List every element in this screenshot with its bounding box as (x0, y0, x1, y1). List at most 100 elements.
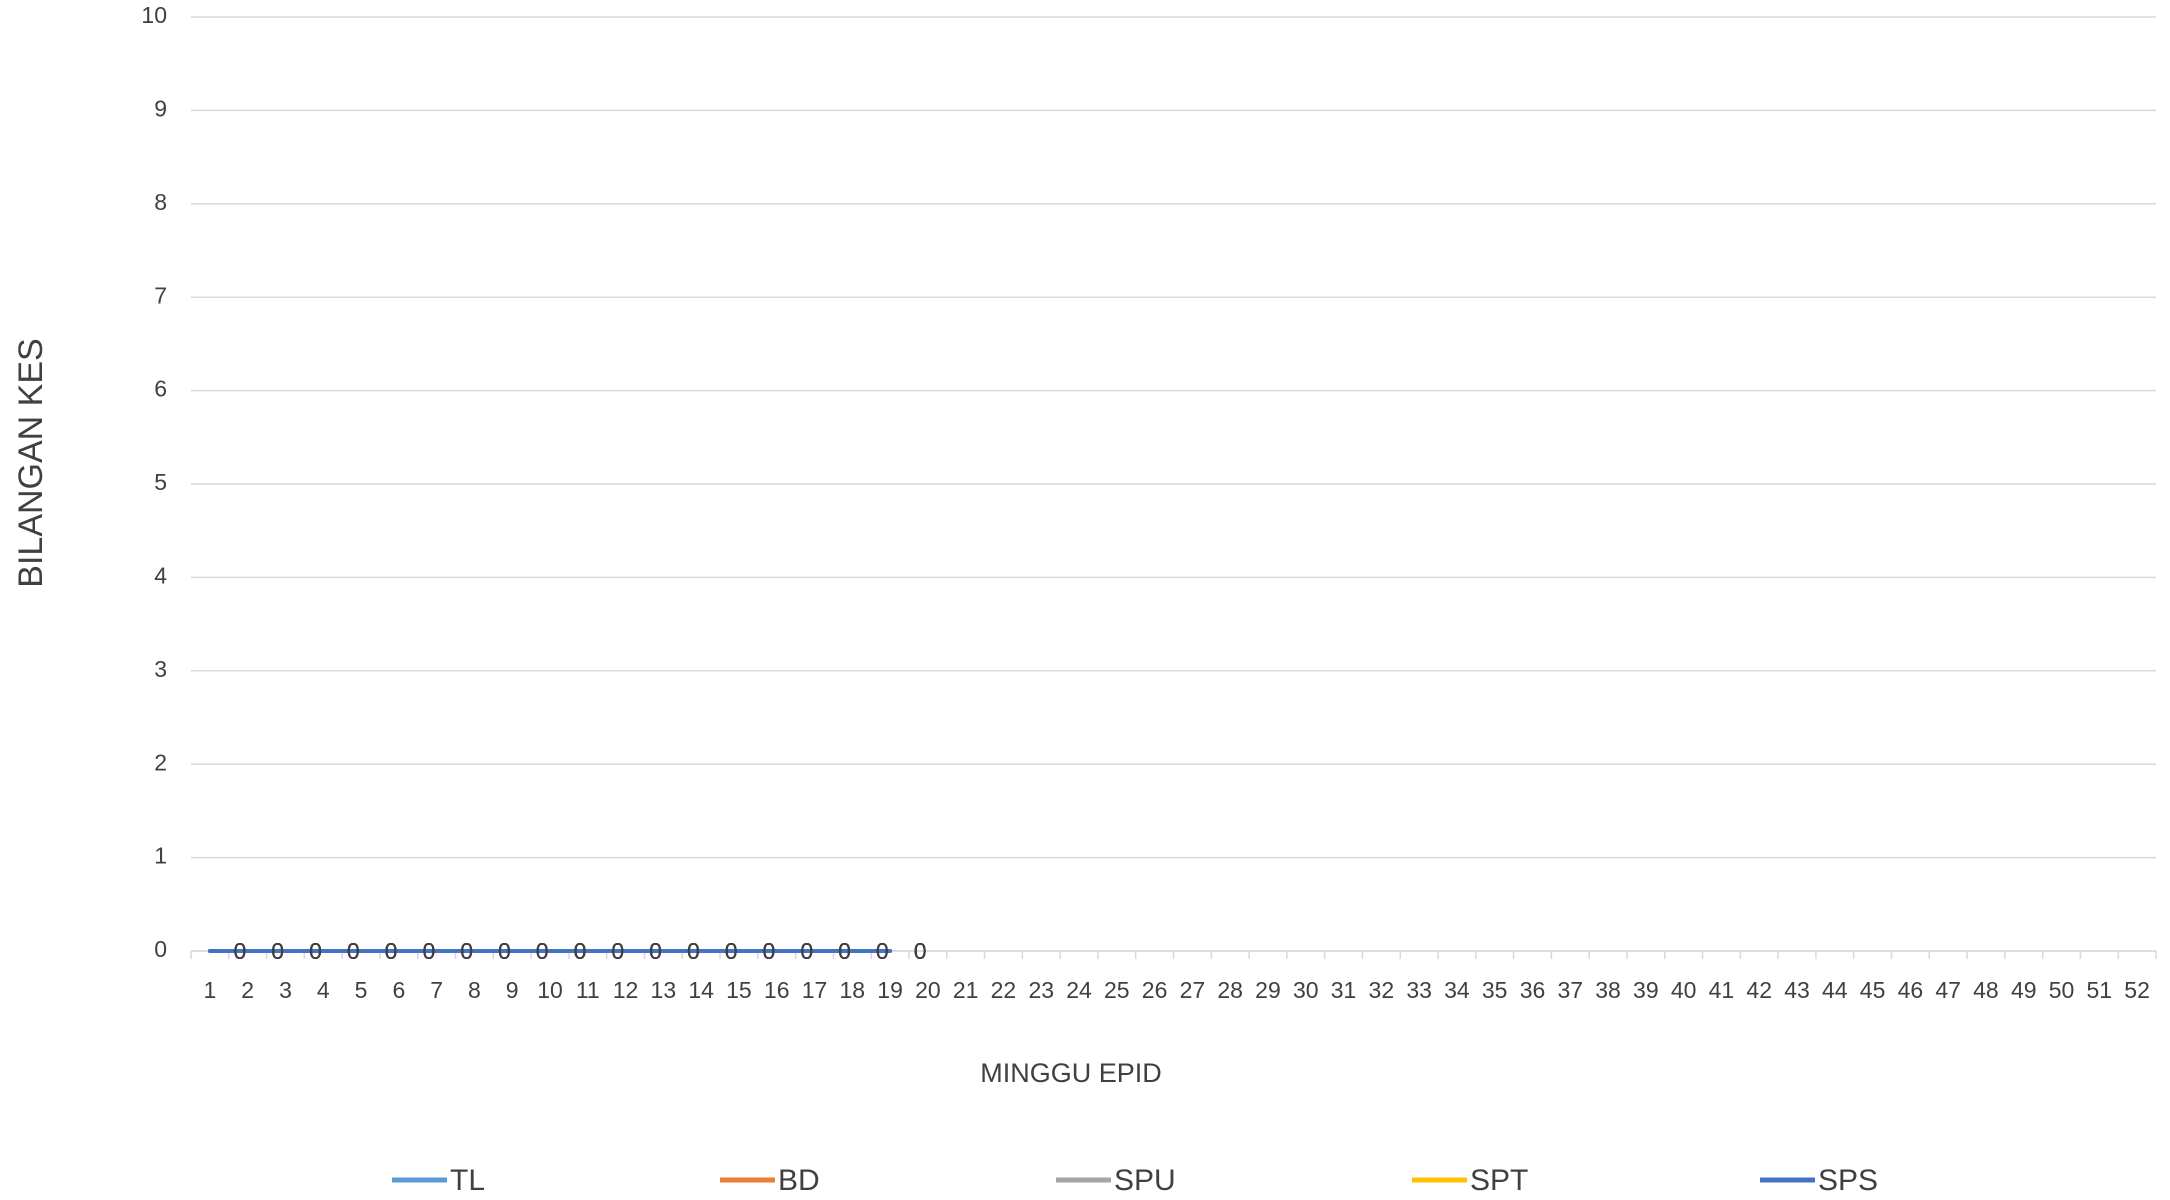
x-tick-label: 18 (840, 977, 866, 1003)
x-tick-label: 52 (2124, 977, 2150, 1003)
x-tick-label: 25 (1104, 977, 1130, 1003)
data-label: 0 (536, 938, 549, 964)
data-label: 0 (914, 938, 927, 964)
legend-label: SPT (1470, 1164, 1528, 1197)
data-label: 0 (649, 938, 662, 964)
data-label: 0 (422, 938, 435, 964)
data-label: 0 (536, 938, 549, 964)
x-tick-label: 35 (1482, 977, 1508, 1003)
x-tick-label: 42 (1746, 977, 1772, 1003)
data-label: 0 (574, 938, 587, 964)
data-label: 0 (649, 938, 662, 964)
data-label: 0 (574, 938, 587, 964)
x-tick-label: 50 (2049, 977, 2075, 1003)
data-label: 0 (309, 938, 322, 964)
x-tick-label: 22 (991, 977, 1017, 1003)
data-label: 0 (687, 938, 700, 964)
y-tick-label: 1 (154, 843, 167, 869)
x-tick-label: 4 (317, 977, 330, 1003)
x-tick-label: 15 (726, 977, 752, 1003)
data-label: 0 (876, 938, 889, 964)
data-label: 0 (763, 938, 776, 964)
data-label: 0 (422, 938, 435, 964)
data-label: 0 (498, 938, 511, 964)
data-label: 0 (914, 938, 927, 964)
data-label: 0 (838, 938, 851, 964)
data-label: 0 (347, 938, 360, 964)
data-label: 0 (800, 938, 813, 964)
data-label: 0 (649, 938, 662, 964)
data-label: 0 (687, 938, 700, 964)
x-tick-label: 45 (1860, 977, 1886, 1003)
data-label: 0 (800, 938, 813, 964)
data-label: 0 (271, 938, 284, 964)
x-tick-label: 9 (506, 977, 519, 1003)
x-tick-label: 1 (203, 977, 216, 1003)
data-label: 0 (725, 938, 738, 964)
x-tick-label: 51 (2087, 977, 2113, 1003)
data-label: 0 (687, 938, 700, 964)
data-label: 0 (914, 938, 927, 964)
x-tick-label: 24 (1066, 977, 1092, 1003)
x-tick-label: 29 (1255, 977, 1281, 1003)
data-label: 0 (309, 938, 322, 964)
data-label: 0 (422, 938, 435, 964)
legend-label: TL (450, 1164, 485, 1197)
x-tick-label: 31 (1331, 977, 1357, 1003)
data-label: 0 (876, 938, 889, 964)
x-tick-label: 36 (1520, 977, 1546, 1003)
x-tick-label: 48 (1973, 977, 1999, 1003)
x-tick-label: 13 (651, 977, 677, 1003)
x-tick-label: 46 (1898, 977, 1924, 1003)
data-label: 0 (838, 938, 851, 964)
data-label: 0 (309, 938, 322, 964)
data-label: 0 (271, 938, 284, 964)
data-label: 0 (574, 938, 587, 964)
data-label: 0 (611, 938, 624, 964)
data-label: 0 (385, 938, 398, 964)
data-label: 0 (460, 938, 473, 964)
data-label: 0 (800, 938, 813, 964)
x-tick-label: 23 (1028, 977, 1054, 1003)
data-label: 0 (763, 938, 776, 964)
x-tick-label: 8 (468, 977, 481, 1003)
data-label: 0 (838, 938, 851, 964)
legend-label: BD (778, 1164, 820, 1197)
data-label: 0 (876, 938, 889, 964)
x-tick-label: 7 (430, 977, 443, 1003)
x-axis-title: MINGGU EPID (980, 1058, 1162, 1088)
data-label: 0 (687, 938, 700, 964)
data-label: 0 (611, 938, 624, 964)
data-label: 0 (422, 938, 435, 964)
data-label: 0 (347, 938, 360, 964)
y-tick-label: 7 (154, 282, 167, 308)
data-label: 0 (876, 938, 889, 964)
y-tick-label: 0 (154, 936, 167, 962)
legend-label: SPU (1114, 1164, 1176, 1197)
data-label: 0 (725, 938, 738, 964)
y-tick-label: 6 (154, 376, 167, 402)
x-tick-label: 26 (1142, 977, 1168, 1003)
data-label: 0 (233, 938, 246, 964)
x-tick-label: 32 (1369, 977, 1395, 1003)
x-tick-label: 39 (1633, 977, 1659, 1003)
x-tick-label: 33 (1406, 977, 1432, 1003)
data-label: 0 (309, 938, 322, 964)
data-label: 0 (385, 938, 398, 964)
data-label: 0 (498, 938, 511, 964)
x-tick-label: 44 (1822, 977, 1848, 1003)
data-label: 0 (347, 938, 360, 964)
x-tick-label: 27 (1180, 977, 1206, 1003)
x-tick-label: 49 (2011, 977, 2037, 1003)
x-tick-label: 19 (877, 977, 903, 1003)
x-tick-label: 14 (688, 977, 714, 1003)
data-label: 0 (876, 938, 889, 964)
data-label: 0 (536, 938, 549, 964)
data-label: 0 (838, 938, 851, 964)
data-label: 0 (233, 938, 246, 964)
data-label: 0 (574, 938, 587, 964)
data-label: 0 (649, 938, 662, 964)
x-tick-label: 16 (764, 977, 790, 1003)
